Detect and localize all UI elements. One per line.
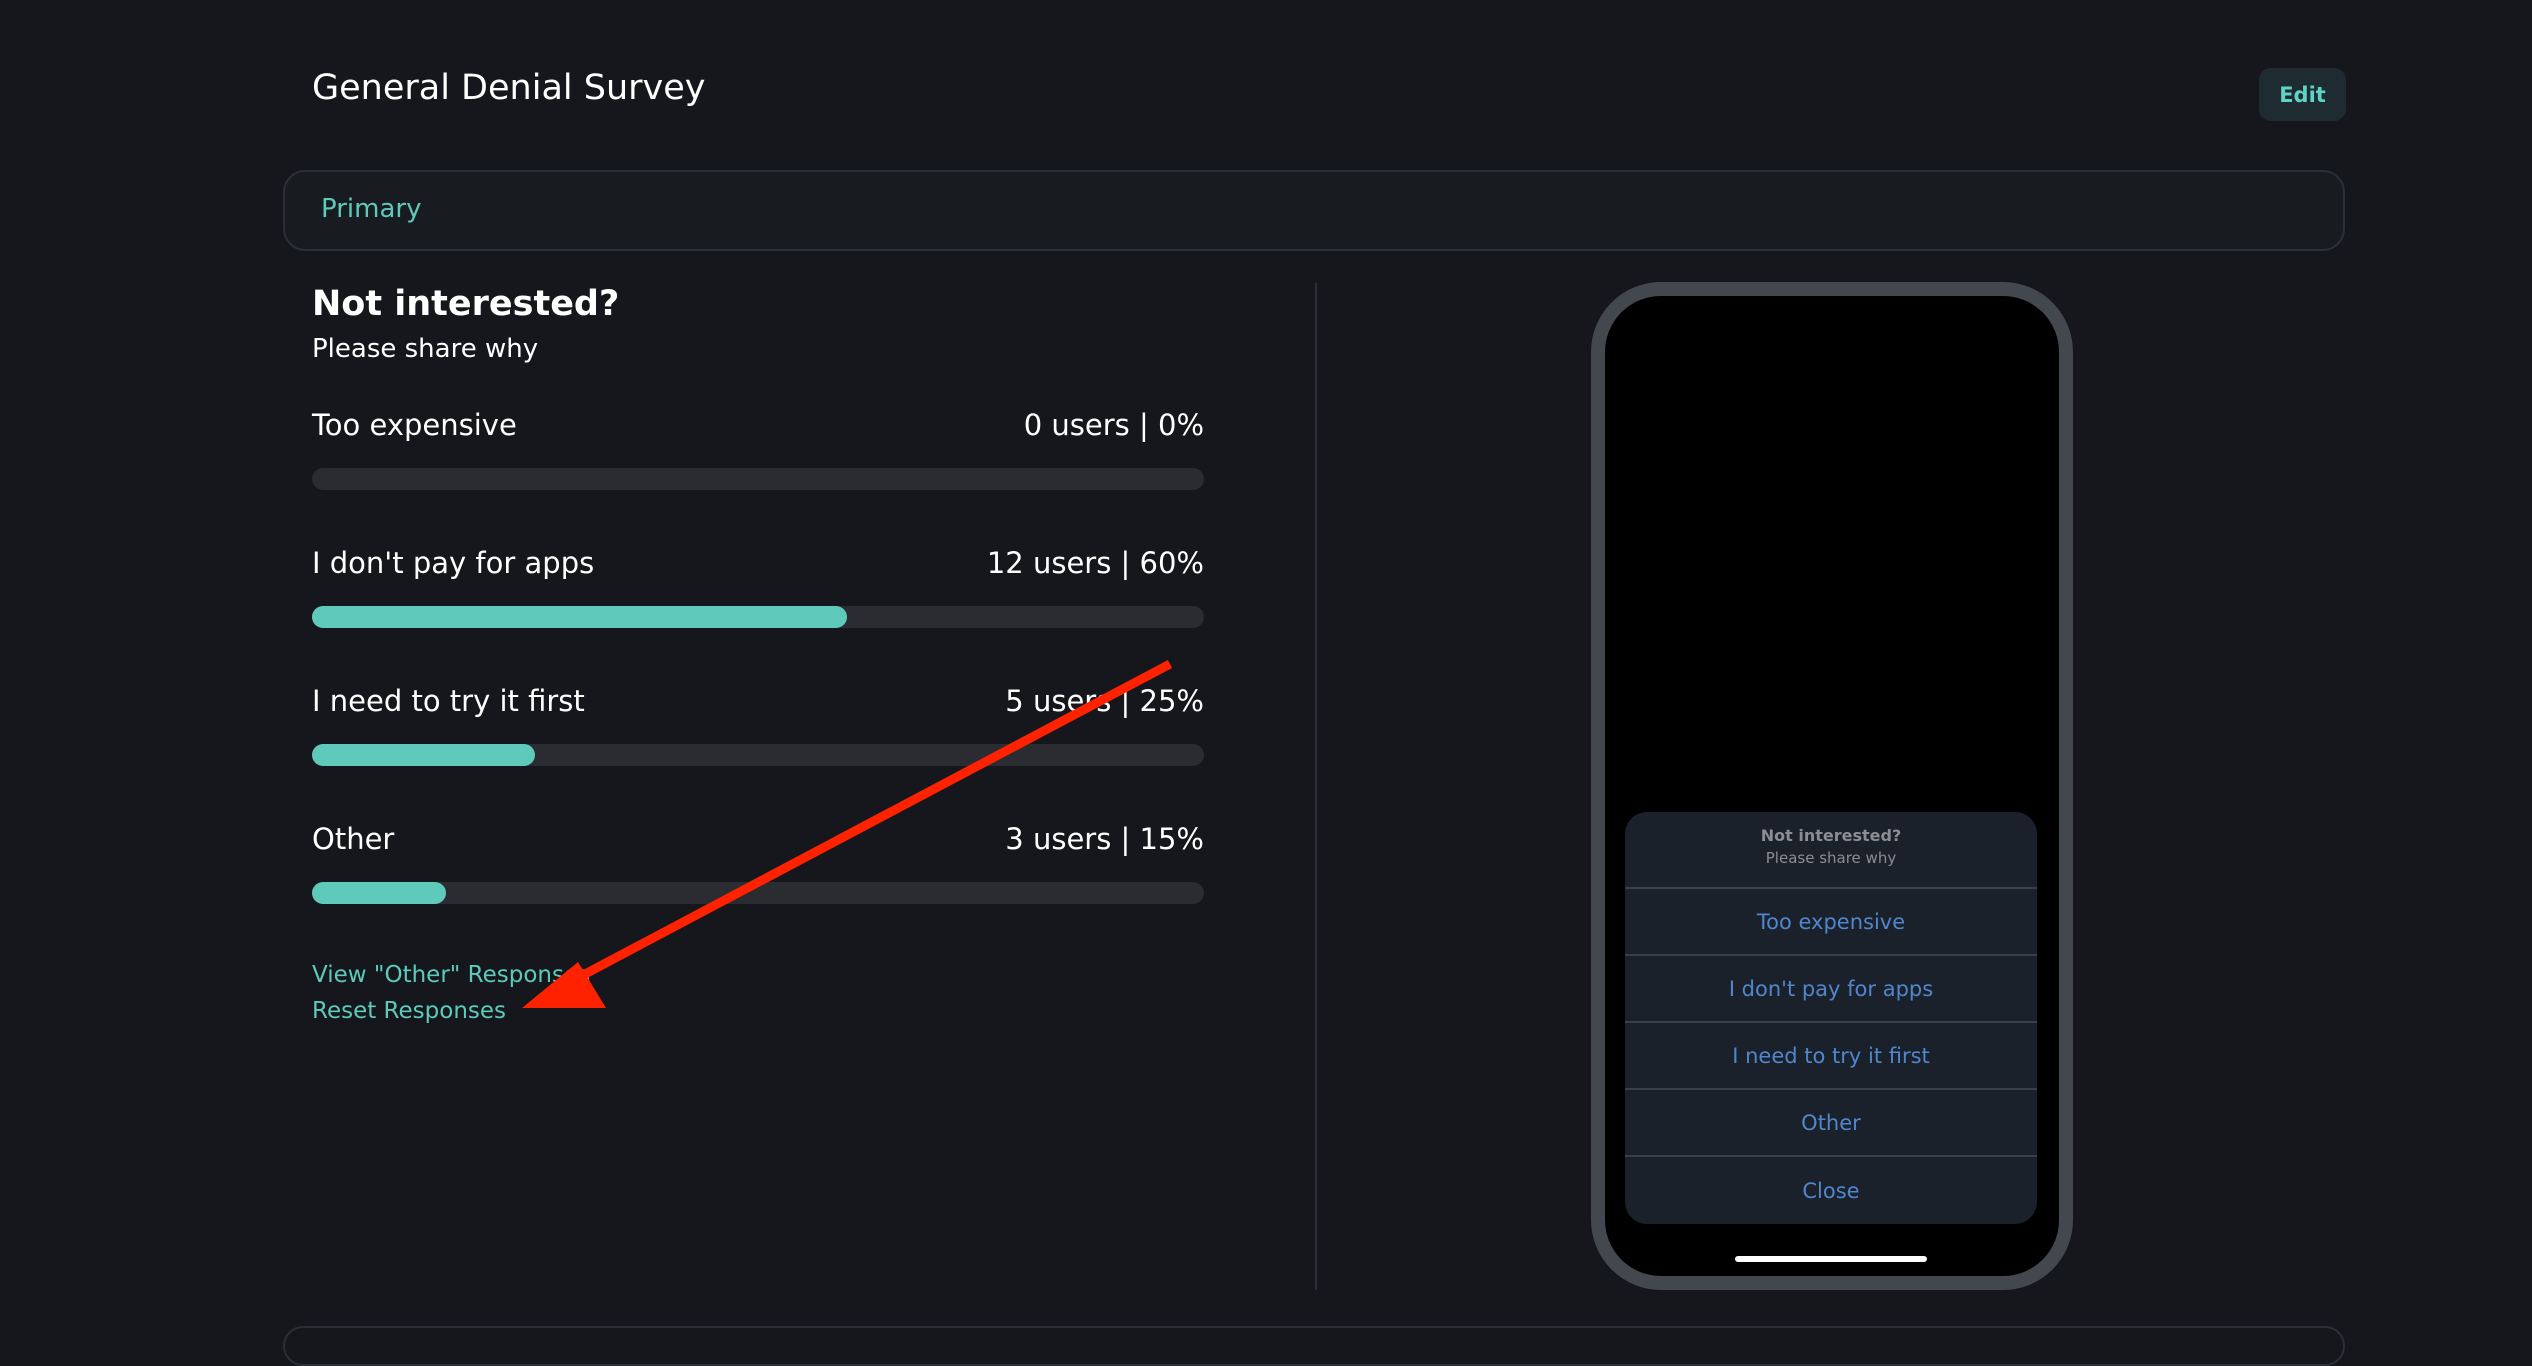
result-bar [312,606,1204,628]
column-divider [1315,283,1317,1290]
primary-label: Primary [321,194,422,224]
home-indicator [1735,1256,1927,1262]
result-bar-fill [312,606,848,628]
next-section-card [283,1326,2345,1366]
page-title: General Denial Survey [312,68,706,108]
result-bar [312,744,1204,766]
preview-option[interactable]: I don't pay for apps [1625,956,2037,1023]
edit-button[interactable]: Edit [2259,68,2346,121]
preview-action-sheet: Not interested? Please share why Too exp… [1625,812,2037,1224]
result-bar [312,468,1204,490]
result-value: 12 users | 60% [986,546,1204,580]
question-title: Not interested? [312,284,620,324]
preview-close-option[interactable]: Close [1802,1178,1860,1203]
preview-header: Not interested? Please share why [1625,812,2037,889]
result-label: Too expensive [312,408,517,442]
result-bar-fill [312,882,446,904]
view-other-responses-link[interactable]: View "Other" Responses [312,962,591,988]
reset-responses-link[interactable]: Reset Responses [312,998,507,1024]
result-bar [312,882,1204,904]
question-subtitle: Please share why [312,334,539,364]
preview-title: Not interested? [1760,826,1902,845]
result-value: 0 users | 0% [1023,408,1204,442]
primary-section[interactable]: Primary [283,170,2345,251]
result-label: Other [312,822,395,856]
preview-subtitle: Please share why [1765,849,1897,867]
result-bar-fill [312,744,535,766]
preview-option[interactable]: I need to try it first [1625,1023,2037,1090]
result-value: 5 users | 25% [1005,684,1204,718]
result-label: I don't pay for apps [312,546,595,580]
result-label: I need to try it first [312,684,585,718]
result-value: 3 users | 15% [1005,822,1204,856]
preview-option[interactable]: Other [1625,1090,2037,1157]
preview-option[interactable]: Too expensive [1625,889,2037,956]
